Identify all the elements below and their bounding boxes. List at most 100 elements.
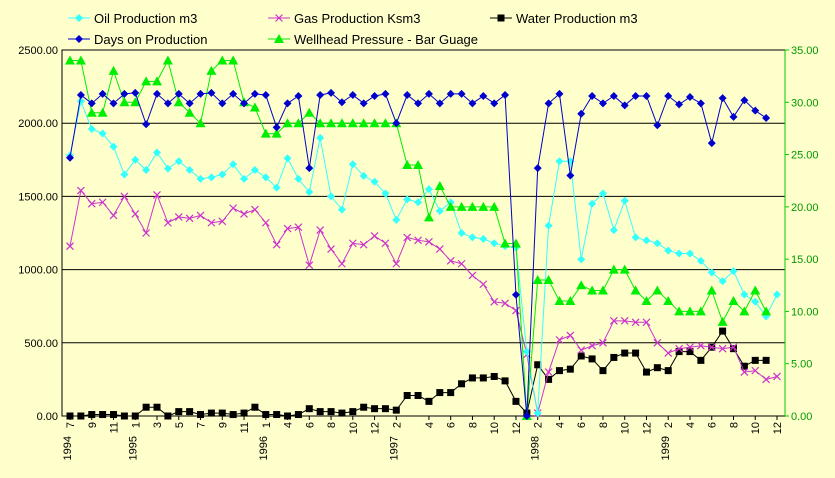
data-point — [403, 392, 411, 400]
data-point — [294, 223, 303, 232]
data-point — [587, 285, 598, 295]
data-point — [532, 275, 543, 285]
data-point — [77, 412, 85, 420]
data-point — [75, 14, 83, 22]
data-point — [664, 92, 673, 101]
data-point — [109, 99, 118, 108]
data-point — [762, 113, 771, 122]
data-point — [99, 411, 107, 419]
data-point — [534, 361, 542, 369]
data-point — [620, 196, 629, 205]
data-point — [403, 90, 412, 99]
data-point — [425, 397, 433, 405]
x-tick-label: 7 — [65, 422, 77, 428]
data-point — [490, 372, 498, 380]
data-point — [423, 212, 434, 222]
data-point — [501, 90, 510, 99]
data-point — [490, 239, 499, 248]
data-point — [316, 408, 324, 416]
data-point — [599, 367, 607, 375]
data-point — [359, 99, 368, 108]
data-point — [577, 346, 586, 355]
data-point — [120, 89, 129, 98]
data-point — [153, 191, 161, 199]
year-label: 1994 — [62, 436, 74, 460]
right-tick-label: 10.00 — [791, 306, 819, 318]
series-oil-production-m3 — [66, 97, 781, 418]
data-point — [706, 285, 717, 295]
data-point — [392, 259, 401, 268]
data-point — [751, 366, 760, 375]
series-layer — [65, 55, 781, 420]
year-label: 1998 — [530, 436, 542, 460]
data-point — [610, 353, 618, 361]
left-tick-label: 2000.00 — [18, 118, 58, 130]
x-tick-label: 1 — [130, 422, 142, 428]
data-point — [108, 65, 119, 75]
data-point — [120, 170, 129, 179]
legend-item: Days on Production — [68, 32, 207, 47]
data-point — [142, 166, 151, 175]
x-tick-label: 8 — [326, 422, 338, 428]
data-point — [739, 306, 750, 316]
data-point — [131, 412, 139, 420]
data-point — [250, 205, 259, 214]
data-point — [577, 255, 586, 264]
data-point — [588, 341, 597, 350]
data-point — [175, 408, 183, 416]
data-point — [740, 96, 749, 105]
data-point — [250, 166, 259, 175]
x-tick-label: 12 — [511, 422, 523, 434]
data-point — [632, 349, 640, 357]
data-point — [707, 268, 716, 277]
legend-label: Days on Production — [94, 32, 207, 47]
series-water-production-m3 — [66, 327, 770, 420]
data-point — [424, 185, 433, 194]
data-point — [153, 89, 162, 98]
x-tick-label: 9 — [87, 422, 99, 428]
data-point — [555, 89, 564, 98]
data-point — [131, 155, 140, 164]
data-point — [598, 99, 607, 108]
data-point — [380, 118, 391, 128]
data-point — [577, 352, 585, 360]
data-point — [468, 374, 476, 382]
data-point — [457, 89, 466, 98]
x-tick-label: 4 — [554, 422, 566, 428]
data-point — [271, 128, 282, 138]
x-tick-label: 10 — [348, 422, 360, 434]
data-point — [381, 405, 389, 413]
data-point — [695, 306, 706, 316]
data-point — [76, 90, 85, 99]
data-point — [707, 139, 716, 148]
data-point — [684, 306, 695, 316]
data-point — [348, 239, 357, 248]
data-point — [97, 107, 108, 117]
data-point — [609, 92, 618, 101]
data-point — [740, 368, 749, 377]
data-point — [674, 306, 685, 316]
x-tick-label: 9 — [217, 422, 229, 428]
x-tick-label: 10 — [750, 422, 762, 434]
data-point — [196, 211, 205, 220]
legend-label: Wellhead Pressure - Bar Guage — [294, 32, 478, 47]
data-point — [185, 166, 194, 175]
data-point — [414, 198, 423, 207]
data-point — [229, 411, 237, 419]
data-point — [663, 295, 674, 305]
data-point — [120, 412, 128, 420]
data-point — [261, 173, 270, 182]
data-point — [588, 355, 596, 363]
data-point — [110, 411, 118, 419]
data-point — [174, 89, 183, 98]
data-point — [294, 411, 302, 419]
x-tick-label: 10 — [489, 422, 501, 434]
data-point — [512, 306, 520, 315]
data-point — [163, 164, 172, 173]
data-point — [697, 356, 705, 364]
x-tick-label: 8 — [728, 422, 740, 428]
data-point — [631, 318, 640, 327]
x-tick-label: 11 — [109, 422, 121, 433]
data-point — [370, 177, 379, 186]
left-tick-label: 1500.00 — [18, 191, 58, 203]
